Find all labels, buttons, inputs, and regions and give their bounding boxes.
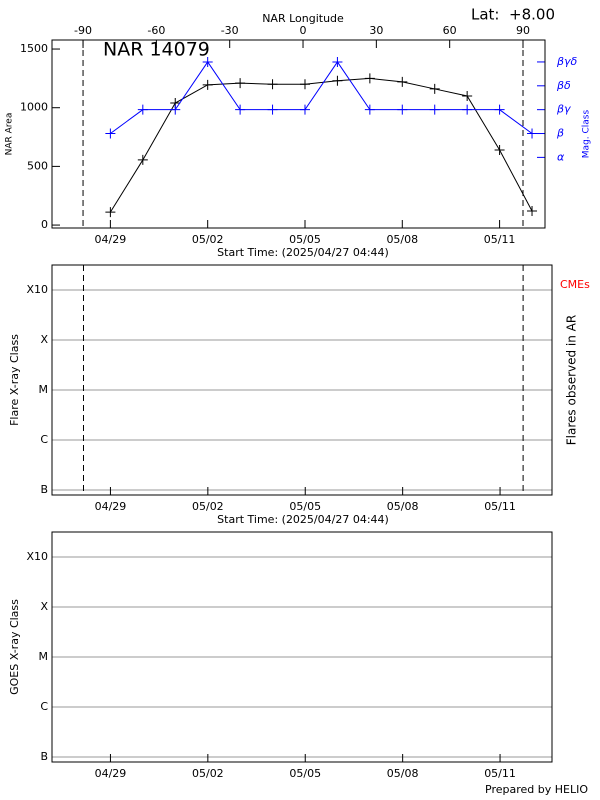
cme-label: CMEs (560, 278, 590, 291)
point-marker (527, 205, 538, 216)
chart-title: NAR 14079 (103, 39, 210, 61)
point-marker (105, 207, 116, 218)
x-tick-label: 04/29 (95, 767, 127, 780)
y-tick-label: 1000 (20, 101, 48, 114)
y2-tick-label: βγδ (556, 55, 578, 68)
point-marker (462, 104, 473, 115)
point-marker (429, 83, 440, 94)
y-tick-label: B (40, 750, 48, 763)
x2-tick-label: -60 (147, 24, 165, 37)
x-tick-label: 05/08 (386, 233, 418, 246)
point-marker (105, 128, 116, 139)
x2-tick-label: 30 (369, 24, 383, 37)
series-line (110, 61, 533, 134)
y-tick-label: M (39, 383, 49, 396)
series-line (109, 77, 533, 213)
lat-annotation: Lat: +8.00 (471, 6, 555, 24)
y-tick-label: M (39, 650, 49, 663)
point-marker (299, 104, 310, 115)
y-tick-label: 0 (41, 218, 48, 231)
x-tick-label: 04/29 (95, 500, 127, 513)
point-marker (527, 128, 538, 139)
x-tick-label: 05/11 (484, 500, 516, 513)
y-tick-label: X (40, 600, 48, 613)
point-marker (494, 144, 505, 155)
point-marker (397, 76, 408, 87)
x-axis-label: Start Time: (2025/04/27 04:44) (217, 513, 389, 526)
point-marker (364, 104, 375, 115)
point-marker (364, 73, 375, 84)
x2-tick-label: 90 (516, 24, 530, 37)
x-tick-label: 05/08 (387, 767, 419, 780)
x-axis-label: Start Time: (2025/04/27 04:44) (217, 246, 389, 259)
x2-axis-label: NAR Longitude (262, 12, 344, 25)
x-tick-label: 04/29 (95, 233, 127, 246)
x-tick-label: 05/11 (484, 767, 516, 780)
y-tick-label: X10 (26, 283, 48, 296)
point-marker (429, 104, 440, 115)
y-axis-label: NAR Area (5, 113, 15, 156)
y2-tick-label: α (557, 150, 565, 163)
y2-tick-label: β (556, 127, 564, 140)
x-tick-label: 05/05 (289, 500, 321, 513)
y-tick-label: C (40, 700, 48, 713)
x-tick-label: 05/02 (192, 500, 224, 513)
x-tick-label: 05/08 (387, 500, 419, 513)
x-tick-label: 05/11 (484, 233, 516, 246)
point-marker (202, 79, 213, 90)
y-axis-label: GOES X-ray Class (8, 599, 21, 695)
point-marker (332, 75, 343, 86)
x-tick-label: 05/02 (192, 233, 224, 246)
y2-axis-label: Mag. Class (582, 109, 592, 158)
y2-tick-label: βγ (556, 103, 571, 116)
y-tick-label: B (40, 483, 48, 496)
plot-frame (51, 264, 553, 496)
point-marker (235, 78, 246, 89)
y-tick-label: X (40, 333, 48, 346)
point-marker (170, 104, 181, 115)
y2-axis-label: Flares observed in AR (565, 315, 579, 445)
x2-tick-label: 0 (300, 24, 307, 37)
x-tick-label: 05/02 (192, 767, 224, 780)
y2-tick-label: βδ (556, 79, 571, 92)
y-tick-label: X10 (26, 550, 48, 563)
point-marker (332, 56, 343, 67)
point-marker (494, 104, 505, 115)
point-marker (235, 104, 246, 115)
point-marker (267, 104, 278, 115)
y-axis-label: Flare X-ray Class (8, 334, 21, 426)
point-marker (202, 56, 213, 67)
x-tick-label: 05/05 (289, 233, 321, 246)
point-marker (137, 104, 148, 115)
y-tick-label: C (40, 433, 48, 446)
point-marker (267, 79, 278, 90)
x2-tick-label: 60 (443, 24, 457, 37)
x2-tick-label: -90 (74, 24, 92, 37)
x-tick-label: 05/05 (289, 767, 321, 780)
plot-frame (51, 39, 546, 229)
point-marker (397, 104, 408, 115)
footer: Prepared by HELIO (485, 783, 588, 796)
point-marker (299, 79, 310, 90)
y-tick-label: 500 (27, 159, 48, 172)
point-marker (462, 90, 473, 101)
x2-tick-label: -30 (221, 24, 239, 37)
point-marker (137, 154, 148, 165)
plot-frame (51, 531, 553, 763)
y-tick-label: 1500 (20, 42, 48, 55)
